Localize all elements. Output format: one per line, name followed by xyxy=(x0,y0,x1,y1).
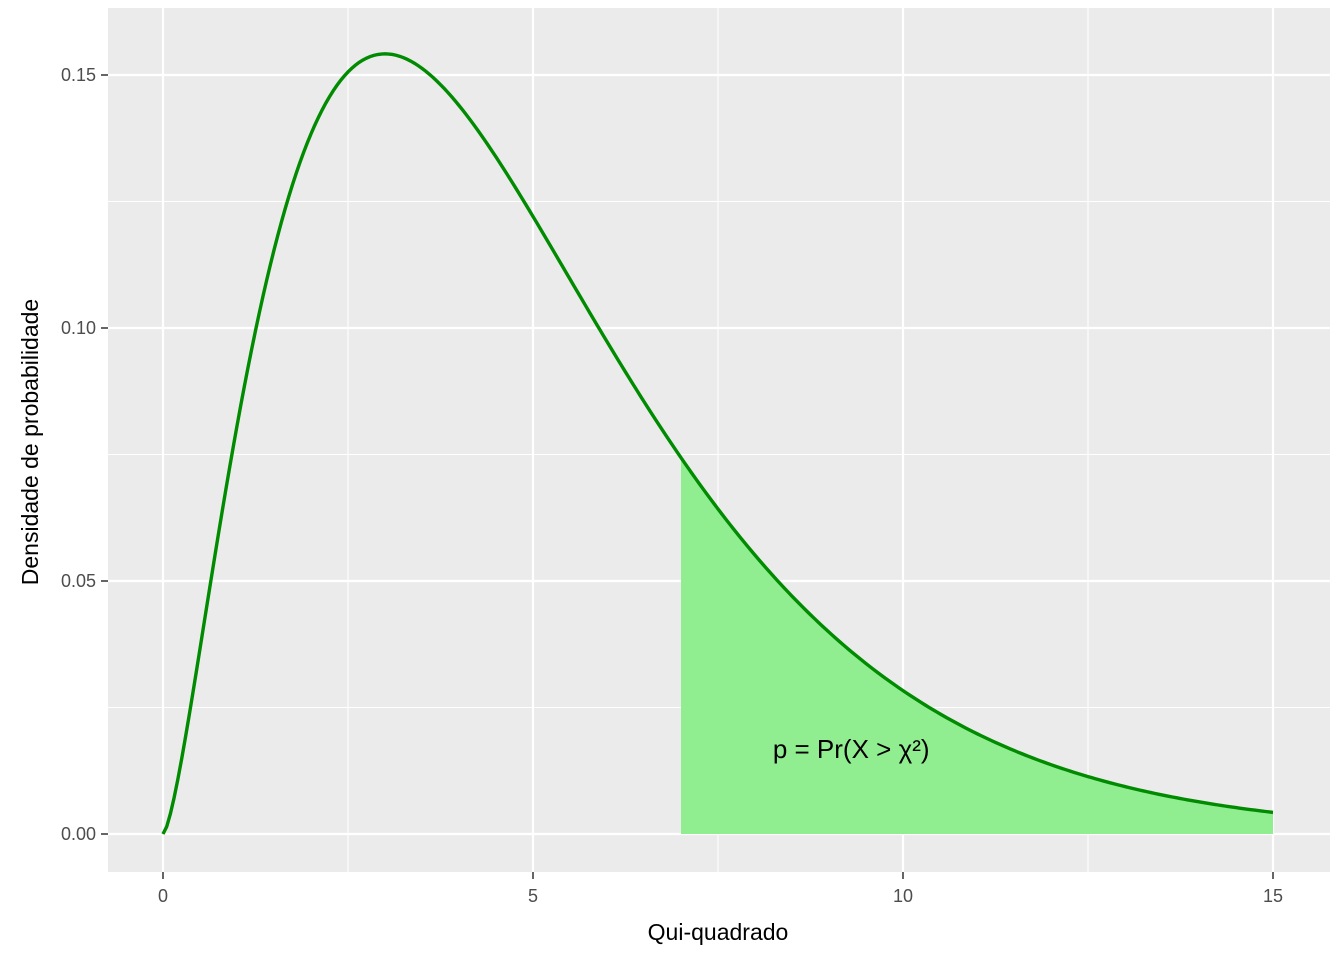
x-axis-ticks: 0 5 10 15 xyxy=(158,872,1283,906)
x-tick-label: 15 xyxy=(1263,886,1283,906)
y-tick-label: 0.05 xyxy=(61,571,96,591)
y-axis-title: Densidade de probabilidade xyxy=(17,299,43,585)
density-curve xyxy=(161,52,1274,835)
x-tick-label: 5 xyxy=(528,886,538,906)
x-tick-label: 0 xyxy=(158,886,168,906)
p-value-annotation: p = Pr(X > χ²) xyxy=(773,734,930,764)
upper-tail-area xyxy=(681,457,1273,834)
x-tick-label: 10 xyxy=(893,886,913,906)
y-tick-label: 0.00 xyxy=(61,824,96,844)
y-tick-label: 0.10 xyxy=(61,318,96,338)
y-axis-ticks: 0.00 0.05 0.10 0.15 xyxy=(61,65,108,844)
x-axis-title: Qui-quadrado xyxy=(648,919,789,945)
y-tick-label: 0.15 xyxy=(61,65,96,85)
